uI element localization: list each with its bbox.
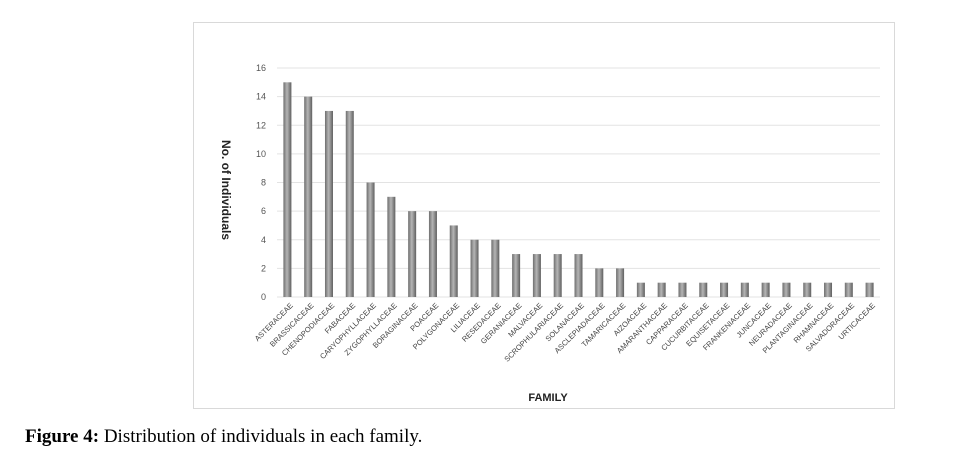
bar-polygonaceae: [449, 225, 458, 297]
bar-urticaceae: [865, 282, 874, 297]
bar-malvaceae: [532, 254, 541, 297]
bar-solanaceae: [574, 254, 583, 297]
y-tick-label: 6: [261, 206, 266, 216]
y-axis-ticks: 0 2 4 6 8 10 12 14 16: [256, 63, 266, 302]
y-axis-label: No. of Individuals: [219, 140, 233, 240]
bar-poaceae: [428, 211, 437, 297]
bar-resedaceae: [491, 239, 500, 297]
bar-aizoaceae: [636, 282, 645, 297]
gridlines: [277, 67, 880, 298]
y-tick-label: 8: [261, 178, 266, 188]
bar-brassicaceae: [304, 96, 313, 297]
bar-boraginaceae: [408, 211, 417, 297]
bar-juncaceae: [761, 282, 770, 297]
y-tick-label: 4: [261, 235, 266, 245]
figure-caption: Figure 4: Distribution of individuals in…: [25, 426, 422, 448]
bar-capparaceae: [678, 282, 687, 297]
bar-equisetaceae: [720, 282, 729, 297]
y-tick-label: 16: [256, 63, 266, 73]
x-axis-label: FAMILY: [528, 392, 568, 404]
bar-caryophyllaceae: [366, 182, 375, 297]
bar-cucurbitaceae: [699, 282, 708, 297]
chart-frame: [193, 22, 895, 409]
bar-amaranthaceae: [657, 282, 666, 297]
bar-tamaricaceae: [616, 268, 625, 297]
x-axis-ticks: ASTERACEAEBRASSICACEAECHENOPODIACEAEFABA…: [253, 301, 877, 364]
bars: [283, 82, 874, 297]
caption-text: Distribution of individuals in each fami…: [99, 426, 423, 447]
bar-plantaginaceae: [803, 282, 812, 297]
y-tick-label: 12: [256, 120, 266, 130]
bar-salvadoraceae: [844, 282, 853, 297]
bar-scrophulariaceae: [553, 254, 562, 297]
bar-liliaceae: [470, 239, 479, 297]
y-tick-label: 10: [256, 149, 266, 159]
bar-chenopodiaceae: [324, 110, 333, 297]
caption-label: Figure 4:: [25, 426, 100, 447]
y-tick-label: 14: [256, 92, 266, 102]
bar-neuradaceae: [782, 282, 791, 297]
y-tick-label: 2: [261, 263, 266, 273]
bar-fabaceae: [345, 110, 354, 297]
bar-rhamnaceae: [824, 282, 833, 297]
bar-frankeniaceae: [740, 282, 749, 297]
bar-geraniaceae: [512, 254, 521, 297]
bar-asteraceae: [283, 82, 292, 297]
bar-chart: 0 2 4 6 8 10 12 14 16 ASTERACEAEBRASSICACEAECHEN…: [219, 63, 880, 404]
bar-zygophyllaceae: [387, 196, 396, 297]
y-tick-label: 0: [261, 292, 266, 302]
bar-asclepiadaceae: [595, 268, 604, 297]
